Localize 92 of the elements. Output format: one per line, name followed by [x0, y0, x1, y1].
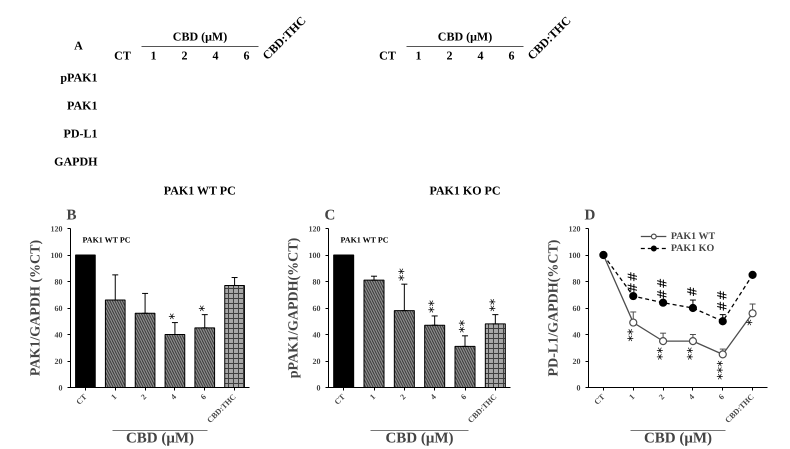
- text: PAK1 KO PC: [429, 184, 501, 198]
- annotation: **: [626, 328, 641, 342]
- x-tick-label: 2: [398, 392, 408, 402]
- category-label: CT: [114, 48, 131, 62]
- annotation: ##: [656, 278, 671, 300]
- annotation: **: [427, 299, 442, 313]
- y-tick-label: 0: [576, 384, 580, 392]
- annotation: **: [458, 319, 472, 333]
- category-label: 4: [212, 48, 218, 62]
- point: [748, 309, 757, 318]
- y-axis-title: PAK1/GAPDH (%CT): [28, 240, 44, 376]
- category-label: 2: [182, 48, 188, 62]
- x-tick-label: 2: [139, 392, 148, 402]
- x-tick-label: 1: [109, 392, 118, 402]
- legend-label: PAK1 KO: [670, 242, 714, 254]
- x-tick-label: 1: [368, 392, 378, 402]
- y-tick-label: 60: [312, 304, 320, 313]
- annotation: ##: [715, 290, 730, 312]
- y-tick-label: 100: [568, 251, 580, 260]
- point: [748, 270, 757, 279]
- category-label: PAK1: [67, 98, 98, 112]
- category-label: GAPDH: [54, 154, 98, 168]
- point: [688, 337, 698, 346]
- annotation: *: [745, 318, 760, 326]
- x-tick-label: 4: [428, 392, 438, 402]
- annotation: **: [396, 268, 412, 282]
- x-tick-label: 6: [458, 392, 468, 402]
- category-label: 6: [508, 48, 514, 62]
- x-tick-label: 4: [686, 392, 696, 402]
- x-axis-title: CBD (μM): [385, 430, 454, 446]
- x-axis-title: CBD (μM): [644, 430, 712, 446]
- annotation: *: [197, 304, 212, 312]
- annotation: PAK1 WT PC: [340, 236, 389, 244]
- y-tick-label: 80: [54, 278, 62, 286]
- x-tick-label: 4: [168, 392, 178, 402]
- y-tick-label: 100: [308, 251, 320, 260]
- legend-label: PAK1 WT: [670, 230, 716, 242]
- y-tick-label: 120: [568, 224, 580, 234]
- point: [688, 304, 698, 312]
- y-tick-label: 20: [312, 357, 320, 366]
- x-tick-label: 6: [198, 392, 208, 402]
- category-label: 2: [446, 48, 452, 62]
- category-label: 4: [478, 48, 484, 62]
- y-tick-label: 120: [308, 224, 320, 234]
- y-tick-label: 40: [312, 330, 320, 340]
- x-axis-title: CBD (μM): [126, 430, 194, 446]
- y-tick-label: 0: [316, 384, 320, 392]
- annotation: **: [656, 346, 671, 360]
- y-tick-label: 60: [572, 304, 580, 313]
- y-tick-label: 0: [58, 384, 62, 392]
- point: [629, 318, 638, 327]
- category-label: CT: [379, 48, 396, 62]
- text: A: [74, 38, 84, 52]
- y-tick-label: 40: [54, 330, 62, 340]
- y-tick-label: 80: [312, 278, 320, 286]
- point: [718, 317, 727, 326]
- chart-title: D: [584, 208, 596, 224]
- chart-title: C: [324, 208, 336, 224]
- point: [658, 337, 668, 346]
- category-label: PD-L1: [64, 126, 98, 140]
- y-tick-label: 20: [572, 357, 580, 366]
- text: PAK1 WT PC: [164, 184, 236, 198]
- category-label: pPAK1: [60, 70, 98, 84]
- text: CBD (μM): [438, 30, 492, 44]
- y-tick-label: 120: [50, 224, 62, 234]
- annotation: **: [685, 346, 700, 360]
- category-label: 1: [150, 48, 156, 62]
- y-axis-title: pPAK1/GAPDH(%CT): [286, 237, 302, 378]
- x-tick-label: 6: [716, 392, 726, 402]
- y-tick-label: 20: [54, 357, 62, 366]
- text: CBD (μM): [172, 30, 228, 44]
- x-tick-label: CT: [74, 392, 90, 407]
- annotation: PAK1 WT PC: [82, 236, 131, 244]
- chart-title: B: [66, 208, 77, 224]
- annotation: *: [167, 312, 182, 320]
- y-tick-label: 60: [54, 304, 62, 313]
- annotation: #: [685, 286, 700, 298]
- y-tick-label: 80: [572, 278, 580, 286]
- annotation: ##: [626, 271, 641, 294]
- point: [658, 298, 668, 307]
- annotation: **: [488, 298, 503, 312]
- point: [718, 350, 727, 358]
- x-tick-label: CT: [332, 392, 348, 407]
- y-tick-label: 40: [572, 330, 580, 340]
- y-axis-title: PD-L1/GAPDH(%CT): [546, 239, 562, 376]
- x-tick-label: 2: [657, 392, 666, 402]
- y-tick-label: 100: [50, 251, 62, 260]
- category-label: 1: [416, 48, 422, 62]
- category-label: 6: [244, 48, 250, 62]
- x-tick-label: CT: [592, 392, 608, 407]
- x-tick-label: 1: [627, 392, 636, 402]
- annotation: ***: [715, 360, 730, 380]
